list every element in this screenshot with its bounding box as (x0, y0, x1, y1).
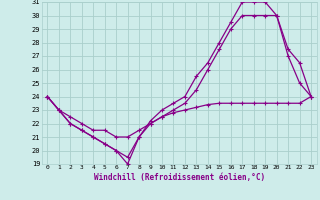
X-axis label: Windchill (Refroidissement éolien,°C): Windchill (Refroidissement éolien,°C) (94, 173, 265, 182)
